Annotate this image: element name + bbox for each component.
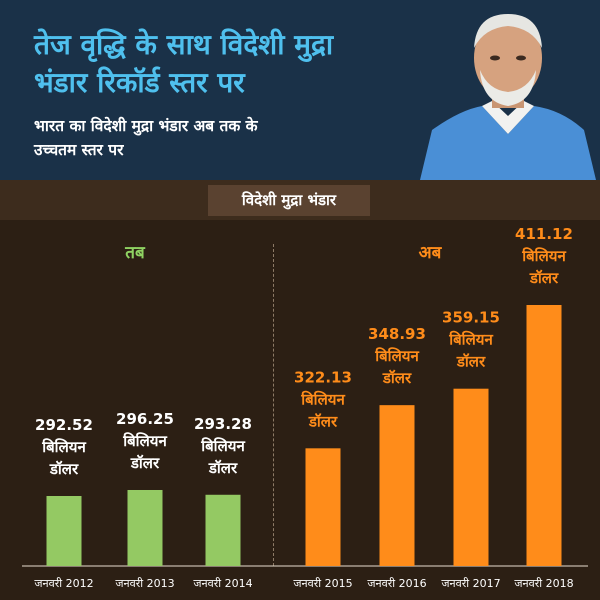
data-label-7: 411.12	[515, 225, 573, 243]
x-tick-label-1: जनवरी 2012	[34, 577, 93, 590]
unit-label-6-2: डॉलर	[456, 353, 486, 371]
subtitle-line-2: उच्चतम स्तर पर	[34, 141, 124, 159]
bar-4	[305, 448, 341, 566]
page-subtitle: भारत का विदेशी मुद्रा भंडार अब तक के उच्…	[34, 114, 434, 162]
x-tick-label-2: जनवरी 2013	[115, 577, 174, 590]
chart-label: विदेशी मुद्रा भंडार	[208, 185, 370, 216]
data-label-2: 296.25	[116, 410, 174, 428]
data-label-6: 359.15	[442, 309, 500, 327]
bar-5	[379, 405, 415, 566]
unit-label-7-2: डॉलर	[529, 269, 559, 287]
data-label-3: 293.28	[194, 415, 252, 433]
data-label-1: 292.52	[35, 416, 93, 434]
unit-label-2-2: डॉलर	[130, 454, 160, 472]
unit-label-4-2: डॉलर	[308, 412, 338, 430]
portrait-photo	[420, 6, 596, 180]
data-label-4: 322.13	[294, 368, 352, 386]
x-tick-label-7: जनवरी 2018	[514, 577, 573, 590]
title-line-2: भंडार रिकॉर्ड स्तर पर	[34, 66, 245, 99]
title-line-1: तेज वृद्धि के साथ विदेशी मुद्रा	[34, 28, 334, 61]
bar-1	[46, 496, 82, 566]
period-divider	[273, 244, 274, 566]
unit-label-3-2: डॉलर	[208, 459, 238, 477]
unit-label-1-2: डॉलर	[49, 460, 79, 478]
unit-label-2-1: बिलियन	[122, 432, 167, 450]
unit-label-5-2: डॉलर	[382, 369, 412, 387]
x-tick-label-4: जनवरी 2015	[293, 577, 352, 590]
unit-label-5-1: बिलियन	[374, 347, 419, 365]
unit-label-7-1: बिलियन	[521, 247, 566, 265]
period-then-label: तब	[125, 243, 145, 263]
data-label-5: 348.93	[368, 325, 426, 343]
x-tick-label-6: जनवरी 2017	[441, 577, 500, 590]
unit-label-1-1: बिलियन	[41, 438, 86, 456]
bar-6	[453, 388, 489, 566]
bar-3	[205, 494, 241, 566]
x-tick-label-3: जनवरी 2014	[193, 577, 252, 590]
bar-7	[526, 305, 562, 566]
unit-label-6-1: बिलियन	[448, 331, 493, 349]
period-now-label: अब	[418, 243, 442, 263]
unit-label-3-1: बिलियन	[200, 437, 245, 455]
page-title: तेज वृद्धि के साथ विदेशी मुद्रा भंडार रि…	[34, 26, 434, 102]
subtitle-line-1: भारत का विदेशी मुद्रा भंडार अब तक के	[34, 117, 258, 135]
x-tick-label-5: जनवरी 2016	[367, 577, 426, 590]
unit-label-4-1: बिलियन	[300, 390, 345, 408]
bar-2	[127, 489, 163, 566]
